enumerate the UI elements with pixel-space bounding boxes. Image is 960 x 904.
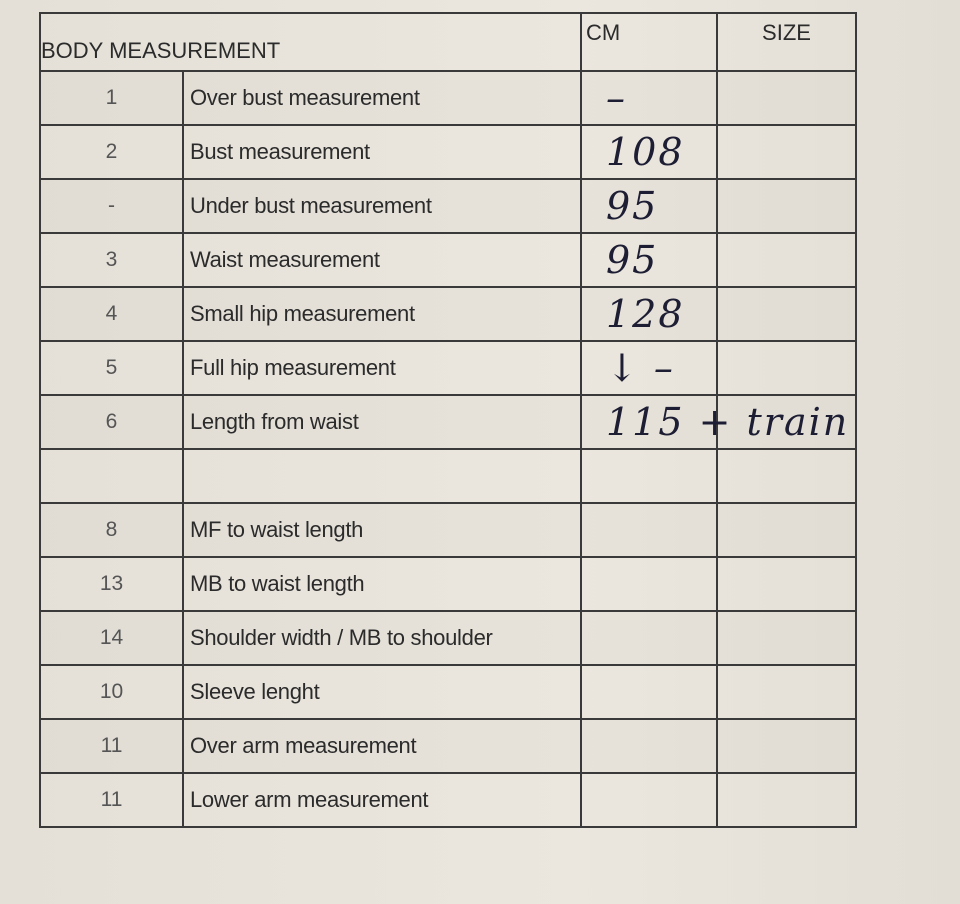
row-number: - [39, 178, 184, 234]
size-column-header: SIZE [716, 12, 857, 72]
size-cell[interactable] [716, 340, 857, 396]
table-row: 13 MB to waist length [39, 556, 857, 612]
cm-cell[interactable] [580, 448, 718, 504]
table-row: - Under bust measurement 95 [39, 178, 857, 234]
size-cell[interactable] [716, 556, 857, 612]
size-cell[interactable] [716, 394, 857, 450]
table-row: 14 Shoulder width / MB to shoulder [39, 610, 857, 666]
row-number: 14 [39, 610, 184, 666]
size-cell[interactable] [716, 232, 857, 288]
size-cell[interactable] [716, 502, 857, 558]
cm-cell[interactable]: 108 [580, 124, 718, 180]
table-row: 1 Over bust measurement – [39, 70, 857, 126]
table-row [39, 448, 857, 504]
cm-cell[interactable]: 128 [580, 286, 718, 342]
measurement-label: MB to waist length [182, 556, 582, 612]
handwritten-cm-value: 115 + train [606, 400, 850, 444]
measurement-label: Waist measurement [182, 232, 582, 288]
table-row: 5 Full hip measurement ↓ – [39, 340, 857, 396]
table-row: 10 Sleeve lenght [39, 664, 857, 720]
cm-cell[interactable] [580, 664, 718, 720]
row-number: 13 [39, 556, 184, 612]
handwritten-cm-value: 108 [606, 130, 685, 174]
table-title: BODY MEASUREMENT [39, 12, 582, 72]
cm-cell[interactable]: 115 + train [580, 394, 847, 450]
row-number: 2 [39, 124, 184, 180]
measurement-label: Sleeve lenght [182, 664, 582, 720]
row-number: 8 [39, 502, 184, 558]
table-row: 3 Waist measurement 95 [39, 232, 857, 288]
measurement-label: Bust measurement [182, 124, 582, 180]
table-row: 11 Over arm measurement [39, 718, 857, 774]
row-number: 11 [39, 718, 184, 774]
row-number: 5 [39, 340, 184, 396]
measurement-label: Over bust measurement [182, 70, 582, 126]
cm-cell[interactable]: 95 [580, 178, 718, 234]
size-cell[interactable] [716, 448, 857, 504]
cm-cell[interactable] [580, 502, 718, 558]
row-number: 6 [39, 394, 184, 450]
size-cell[interactable] [716, 718, 857, 774]
handwritten-cm-value: 128 [606, 292, 685, 336]
handwritten-cm-value: ↓ – [606, 346, 675, 390]
row-number: 1 [39, 70, 184, 126]
size-cell[interactable] [716, 286, 857, 342]
measurement-label: Length from waist [182, 394, 582, 450]
size-cell[interactable] [716, 610, 857, 666]
row-number: 3 [39, 232, 184, 288]
measurement-label: Over arm measurement [182, 718, 582, 774]
measurement-label: MF to waist length [182, 502, 582, 558]
row-number: 11 [39, 772, 184, 828]
size-cell[interactable] [716, 124, 857, 180]
table-row: 4 Small hip measurement 128 [39, 286, 857, 342]
measurement-label: Small hip measurement [182, 286, 582, 342]
cm-cell[interactable] [580, 610, 718, 666]
cm-cell[interactable] [580, 556, 718, 612]
measurement-label: Lower arm measurement [182, 772, 582, 828]
cm-column-header: CM [580, 12, 718, 72]
measurement-label: Full hip measurement [182, 340, 582, 396]
table-row: 2 Bust measurement 108 [39, 124, 857, 180]
handwritten-cm-value: 95 [606, 238, 659, 282]
cm-cell[interactable]: 95 [580, 232, 718, 288]
size-cell[interactable] [716, 664, 857, 720]
cm-cell[interactable] [580, 772, 718, 828]
cm-cell[interactable]: ↓ – [580, 340, 718, 396]
handwritten-cm-value: – [606, 76, 627, 120]
size-cell[interactable] [716, 178, 857, 234]
handwritten-cm-value: 95 [606, 184, 659, 228]
size-cell[interactable] [716, 772, 857, 828]
table-row: 6 Length from waist 115 + train [39, 394, 857, 450]
table-row: 8 MF to waist length [39, 502, 857, 558]
measurement-label: Under bust measurement [182, 178, 582, 234]
size-cell[interactable] [716, 70, 857, 126]
row-number: 10 [39, 664, 184, 720]
table-row: 11 Lower arm measurement [39, 772, 857, 828]
header-row: BODY MEASUREMENT CM SIZE [39, 12, 857, 72]
measurement-label: Shoulder width / MB to shoulder [182, 610, 582, 666]
cm-cell[interactable] [580, 718, 718, 774]
body-measurement-table: BODY MEASUREMENT CM SIZE 1 Over bust meas… [39, 12, 857, 828]
row-number [39, 448, 184, 504]
cm-cell[interactable]: – [580, 70, 718, 126]
measurement-label [182, 448, 582, 504]
row-number: 4 [39, 286, 184, 342]
